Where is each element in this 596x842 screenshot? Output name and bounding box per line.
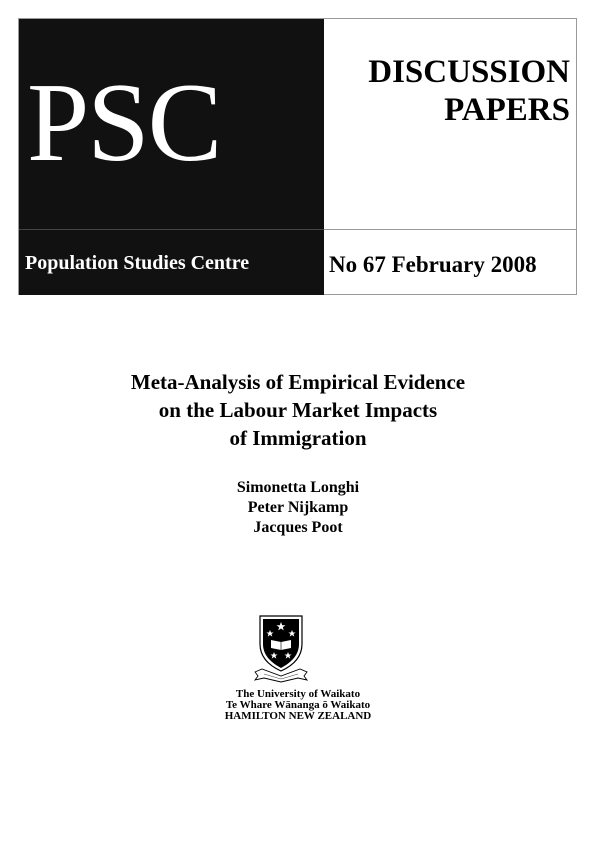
series-title-line-1: DISCUSSION (368, 54, 570, 90)
university-crest-icon (252, 614, 310, 684)
author-name: Jacques Poot (253, 519, 343, 536)
author-name: Peter Nijkamp (247, 499, 349, 516)
psc-logo-text: PSC (27, 61, 222, 185)
institution-line: HAMILTON NEW ZEALAND (224, 710, 372, 722)
series-title: DISCUSSION PAPERS (368, 53, 570, 129)
header-box: PSC Population Studies Centre DISCUSSION… (18, 18, 577, 295)
issue-number-date: No 67 February 2008 (329, 252, 537, 277)
author-list: Simonetta Longhi Peter Nijkamp Jacques P… (60, 478, 536, 538)
paper-title-line-2: on the Labour Market Impacts (158, 398, 438, 422)
paper-title: Meta-Analysis of Empirical Evidence on t… (60, 368, 536, 452)
logo-divider (19, 229, 324, 230)
psc-logo-block: PSC Population Studies Centre (19, 19, 324, 295)
paper-title-line-3: of Immigration (229, 426, 367, 450)
institution-address: The University of Waikato Te Whare Wānan… (60, 689, 536, 722)
institution-line: Te Whare Wānanga ō Waikato (225, 699, 371, 711)
author-name: Simonetta Longhi (236, 479, 360, 496)
organization-name: Population Studies Centre (25, 252, 250, 274)
paper-title-line-1: Meta-Analysis of Empirical Evidence (130, 370, 466, 394)
header-divider (324, 229, 576, 230)
institution-line: The University of Waikato (235, 688, 361, 700)
series-title-line-2: PAPERS (444, 92, 570, 128)
